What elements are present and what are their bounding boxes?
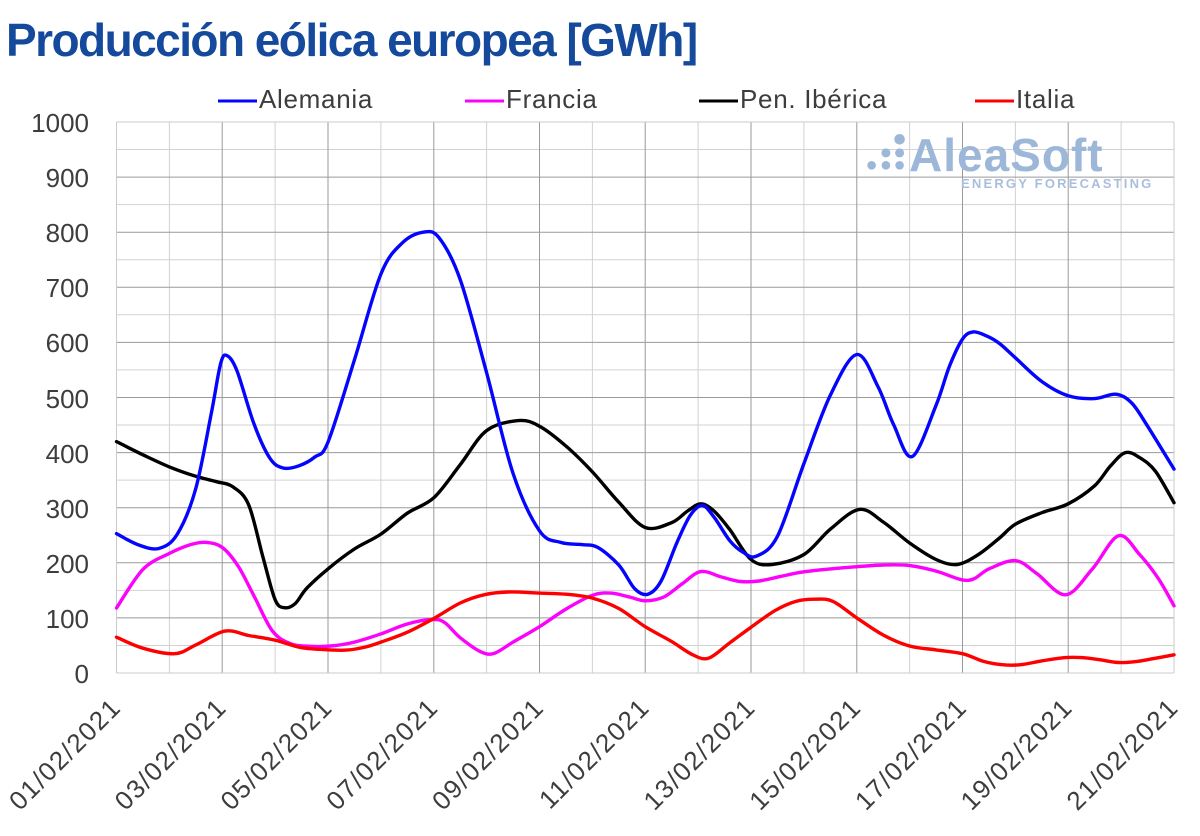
svg-text:400: 400 — [46, 439, 89, 469]
svg-text:200: 200 — [46, 549, 89, 579]
svg-text:300: 300 — [46, 494, 89, 524]
svg-text:800: 800 — [46, 218, 89, 248]
svg-text:500: 500 — [46, 384, 89, 414]
svg-text:0: 0 — [75, 659, 89, 689]
svg-text:Alemania: Alemania — [259, 84, 373, 114]
svg-text:AleaSoft: AleaSoft — [909, 129, 1104, 181]
svg-text:Italia: Italia — [1016, 84, 1075, 114]
svg-text:Producción eólica europea [GWh: Producción eólica europea [GWh] — [6, 14, 697, 66]
svg-text:Francia: Francia — [506, 84, 598, 114]
svg-text:100: 100 — [46, 604, 89, 634]
svg-text:900: 900 — [46, 163, 89, 193]
svg-text:Pen. Ibérica: Pen. Ibérica — [740, 84, 887, 114]
svg-text:ENERGY FORECASTING: ENERGY FORECASTING — [961, 176, 1154, 191]
svg-text:1000: 1000 — [31, 108, 89, 138]
svg-text:700: 700 — [46, 273, 89, 303]
svg-text:600: 600 — [46, 328, 89, 358]
